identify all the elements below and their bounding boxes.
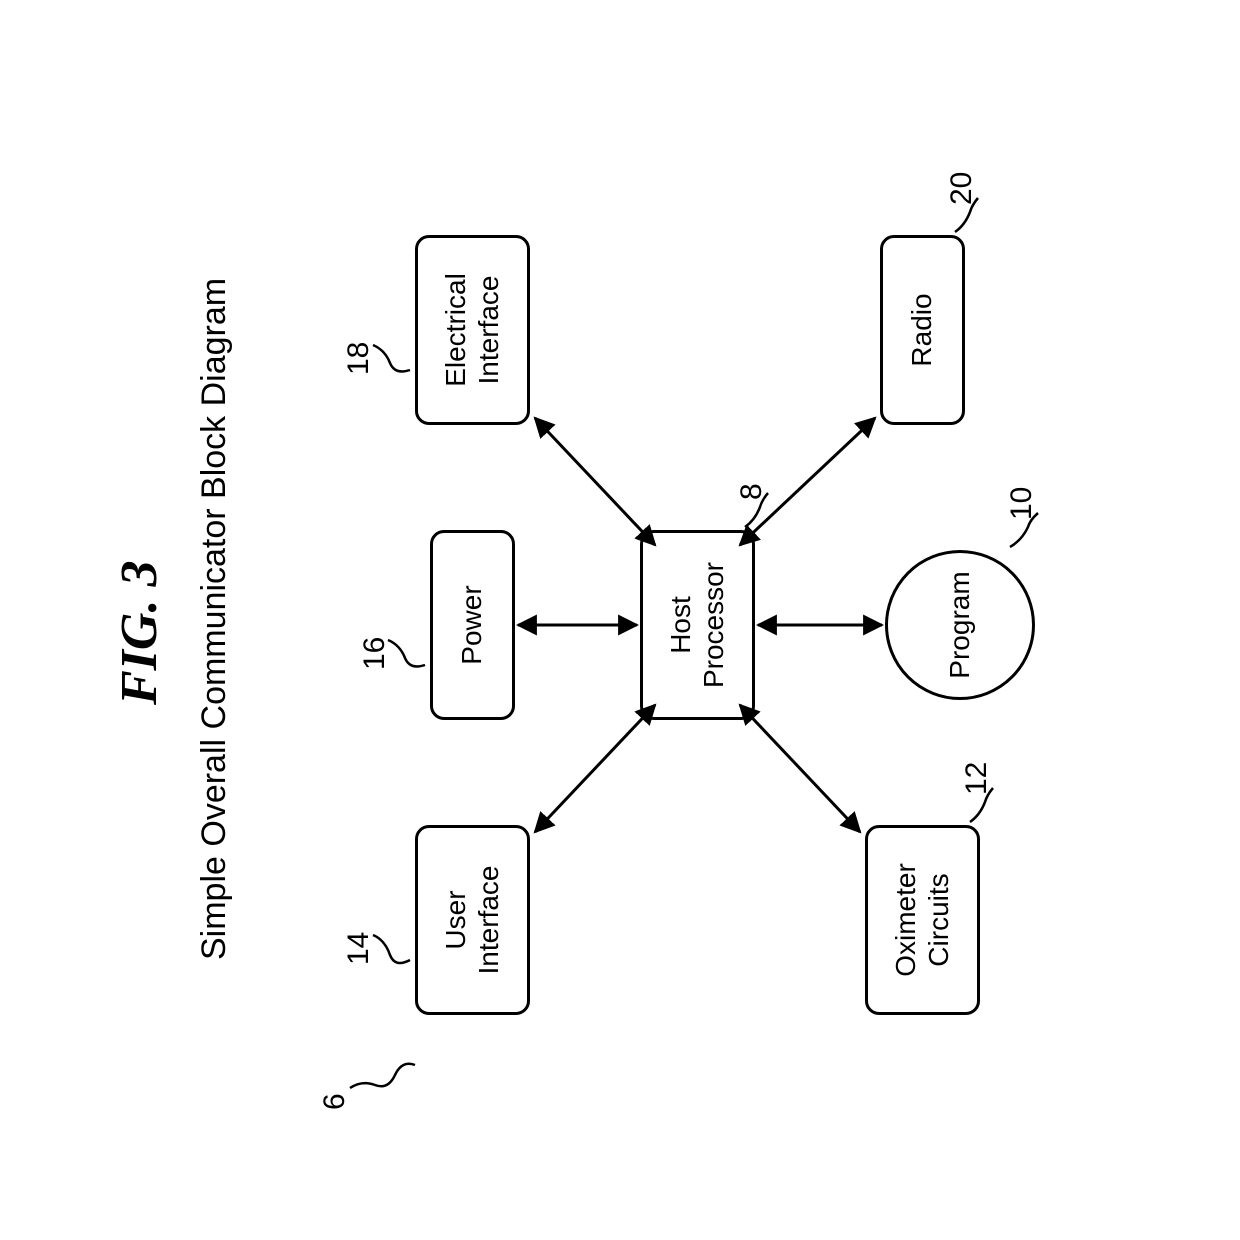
squiggle-18	[373, 345, 410, 371]
ref-12: 12	[960, 762, 994, 795]
node-radio: Radio	[880, 235, 965, 425]
node-host-processor: HostProcessor	[640, 530, 755, 720]
edge-host-electrical	[535, 418, 655, 545]
squiggle-16	[388, 640, 425, 666]
squiggle-14	[373, 935, 410, 963]
node-electrical-interface-label: ElectricalInterface	[440, 273, 504, 387]
node-radio-label: Radio	[906, 293, 938, 366]
node-power-label: Power	[456, 585, 488, 664]
ref-18: 18	[342, 342, 376, 375]
node-user-interface-label: UserInterface	[440, 866, 504, 975]
node-program: Program	[885, 550, 1035, 700]
edge-host-user	[535, 705, 655, 832]
squiggle-6	[350, 1064, 415, 1088]
node-user-interface: UserInterface	[415, 825, 530, 1015]
node-oximeter-circuits-label: OximeterCircuits	[890, 863, 954, 977]
edge-host-radio	[740, 418, 875, 545]
diagram-canvas: FIG. 3 Simple Overall Communicator Block…	[0, 0, 1205, 1240]
node-oximeter-circuits: OximeterCircuits	[865, 825, 980, 1015]
ref-20: 20	[945, 172, 979, 205]
node-program-label: Program	[944, 571, 976, 678]
ref-8: 8	[735, 483, 769, 500]
ref-14: 14	[342, 932, 376, 965]
ref-10: 10	[1005, 487, 1039, 520]
figure-ref-6: 6	[318, 1093, 352, 1110]
node-power: Power	[430, 530, 515, 720]
ref-16: 16	[358, 637, 392, 670]
node-electrical-interface: ElectricalInterface	[415, 235, 530, 425]
node-host-processor-label: HostProcessor	[665, 562, 729, 688]
figure-title: FIG. 3	[110, 561, 169, 705]
edge-host-oximeter	[740, 705, 860, 832]
figure-subtitle: Simple Overall Communicator Block Diagra…	[195, 278, 234, 960]
